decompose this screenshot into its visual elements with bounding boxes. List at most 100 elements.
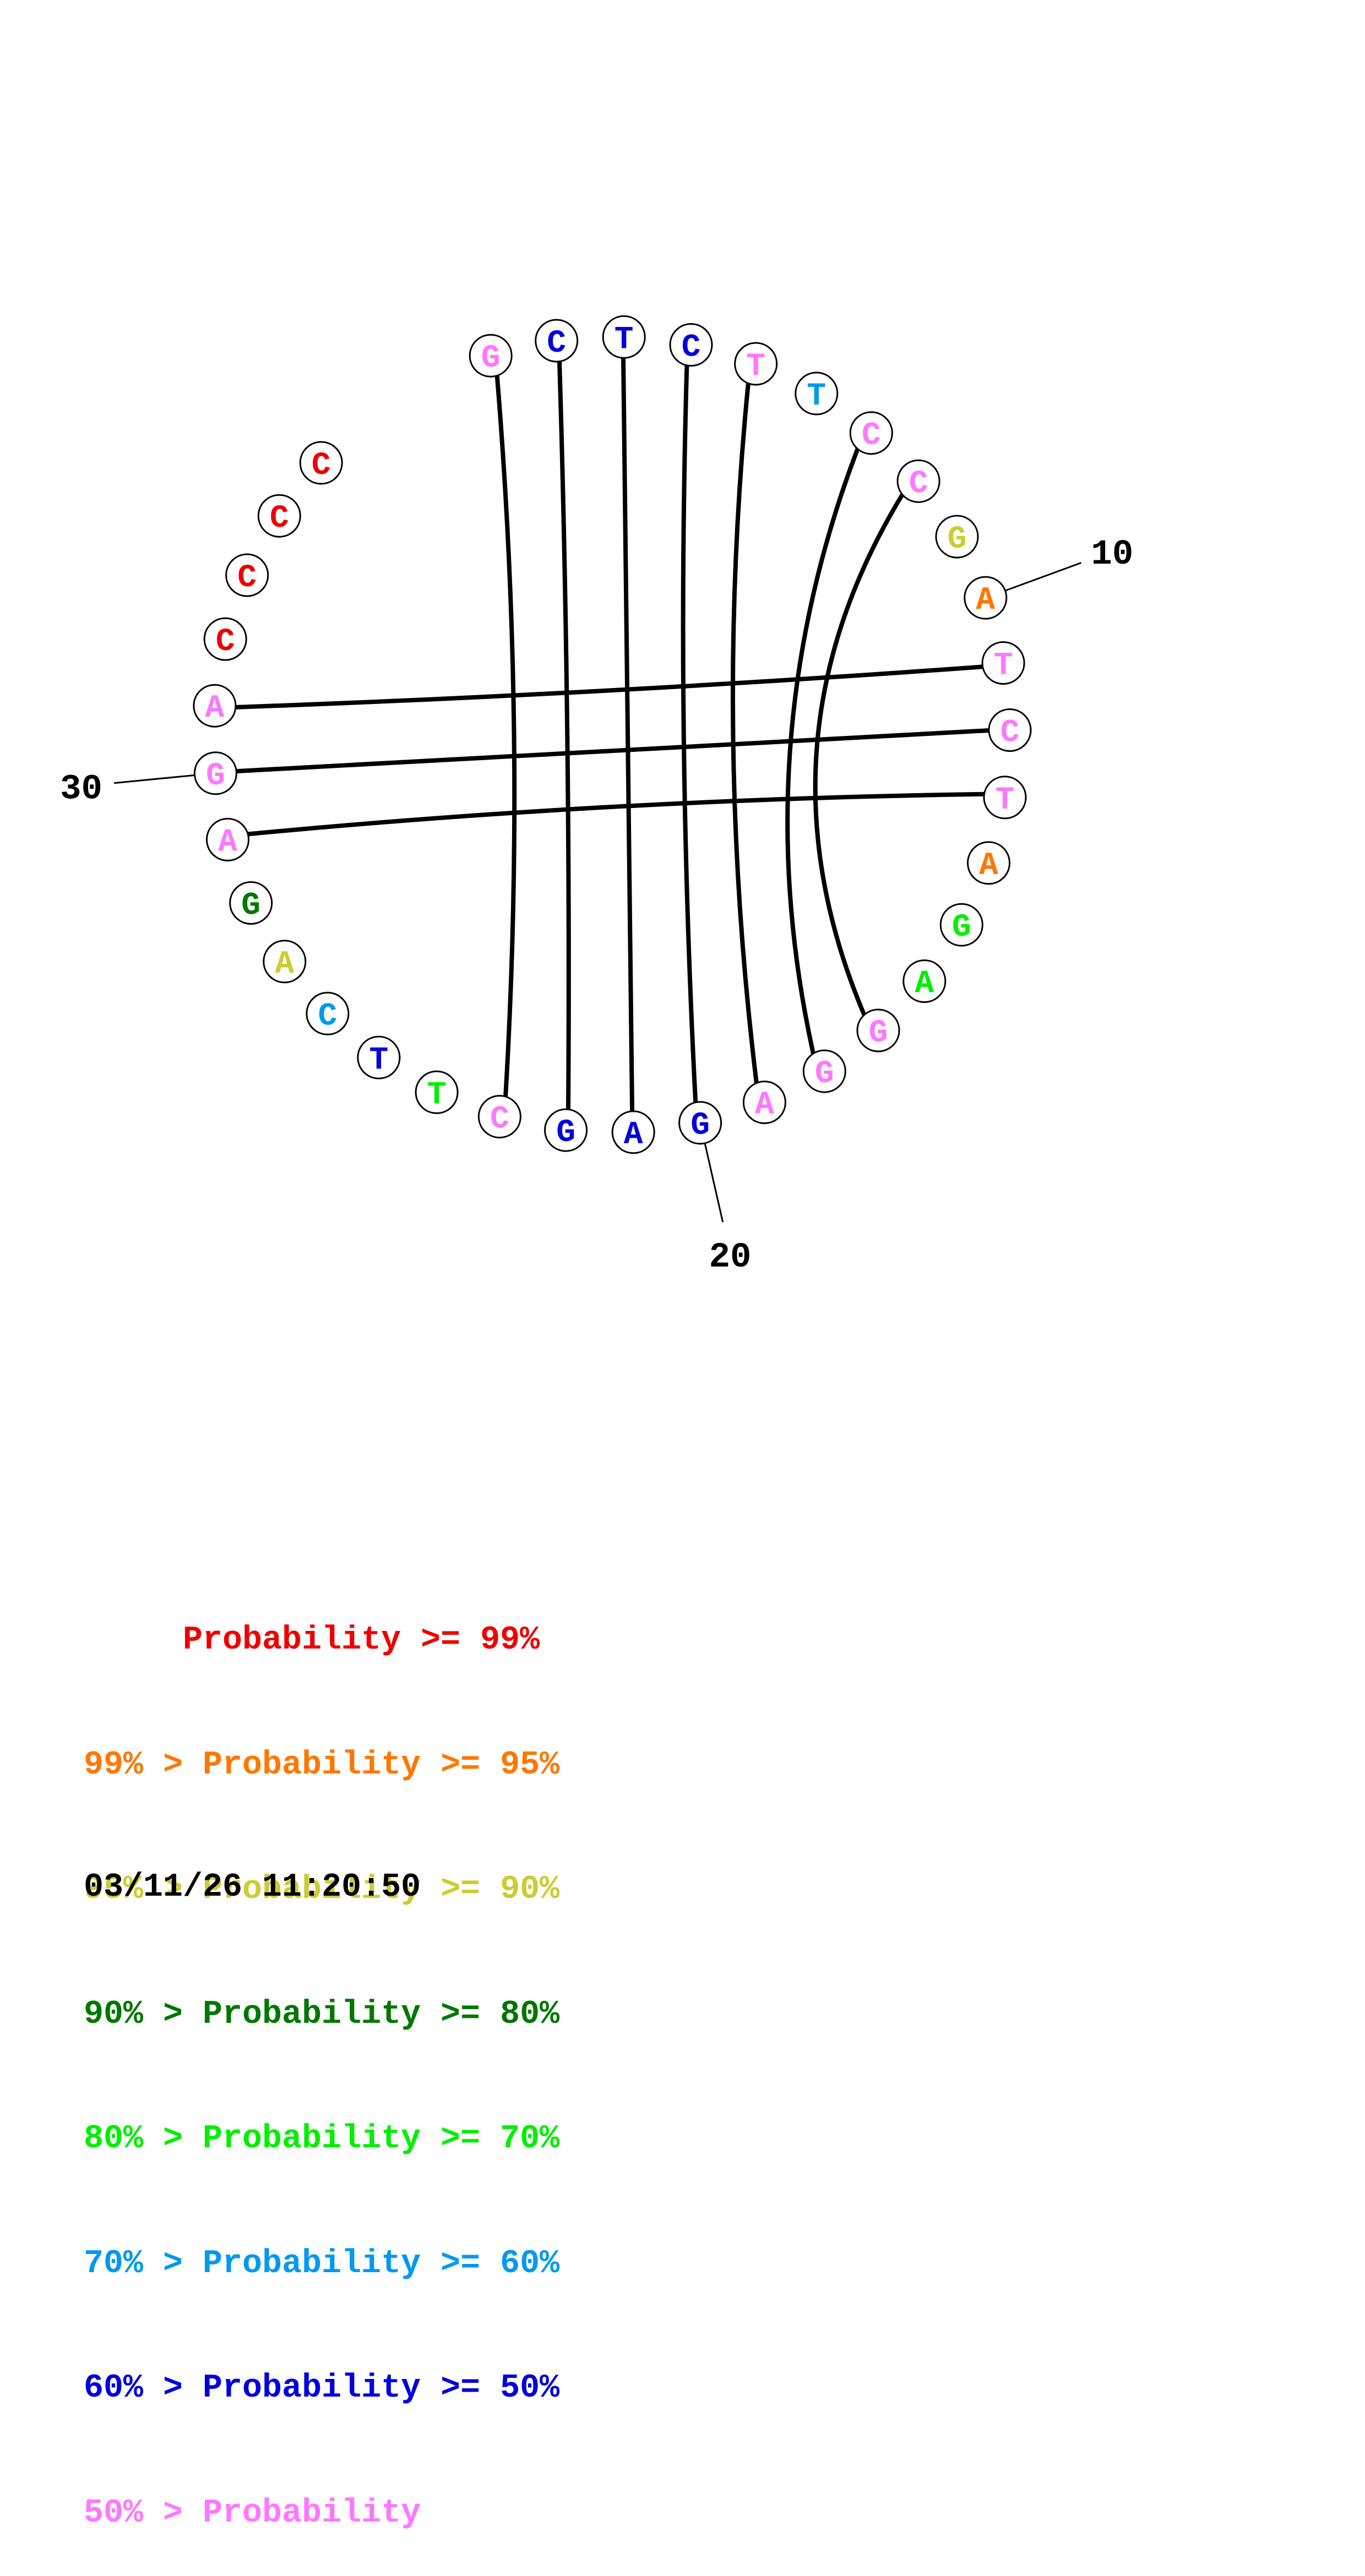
nucleotide-circle bbox=[795, 372, 839, 416]
nucleotide-circle bbox=[203, 617, 247, 661]
base-pair-arc bbox=[247, 792, 985, 837]
nucleotide: G bbox=[856, 1008, 900, 1052]
nucleotide-base: A bbox=[275, 947, 294, 983]
nucleotide-circle bbox=[981, 641, 1025, 685]
base-pair-arc bbox=[621, 358, 635, 1112]
nucleotide: G bbox=[802, 1049, 846, 1093]
nucleotide: G bbox=[544, 1108, 588, 1152]
nucleotide: C bbox=[535, 319, 579, 363]
nucleotide: A bbox=[206, 817, 249, 861]
probability-legend: Probability >= 99% 99% > Probability >= … bbox=[84, 1537, 559, 2576]
base-pair-arc bbox=[730, 383, 759, 1084]
nucleotide: A bbox=[742, 1080, 786, 1125]
nucleotide-circle bbox=[742, 1080, 786, 1125]
legend-row: 90% > Probability >= 80% bbox=[84, 1995, 560, 2033]
nucleotide-circle bbox=[229, 881, 273, 925]
nucleotide-base: C bbox=[270, 501, 289, 537]
nucleotide-circle bbox=[935, 515, 979, 559]
nucleotide: G bbox=[193, 751, 237, 795]
nucleotide: T bbox=[734, 342, 778, 386]
nucleotide: C bbox=[669, 323, 713, 367]
nucleotide-base: G bbox=[206, 758, 225, 794]
nucleotide-base: G bbox=[481, 341, 501, 376]
nucleotide-circle bbox=[983, 776, 1027, 820]
nucleotide-base: G bbox=[952, 910, 971, 946]
nucleotide-base: T bbox=[614, 322, 634, 358]
nucleotide-circle bbox=[669, 323, 713, 367]
nucleotide-base: G bbox=[948, 522, 967, 558]
nucleotide: T bbox=[795, 372, 839, 416]
nucleotide: C bbox=[896, 459, 940, 503]
nucleotide-circle bbox=[225, 553, 269, 597]
nucleotide-base: A bbox=[979, 848, 998, 884]
nucleotide-circle bbox=[206, 817, 249, 861]
nucleotide: C bbox=[849, 411, 893, 455]
nucleotide-circle bbox=[477, 1095, 521, 1139]
nucleotide-base: A bbox=[624, 1117, 643, 1153]
legend-row: 60% > Probability >= 50% bbox=[84, 2370, 560, 2407]
nucleotide: G bbox=[935, 515, 979, 559]
nucleotide-base: T bbox=[994, 648, 1013, 684]
nucleotide-circle bbox=[544, 1108, 588, 1152]
nucleotide-base: C bbox=[216, 624, 235, 660]
nucleotide: T bbox=[357, 1035, 401, 1079]
nucleotide-circle bbox=[263, 940, 307, 984]
legend-row: Probability >= 99% bbox=[84, 1622, 540, 1659]
legend-row: 80% > Probability >= 70% bbox=[84, 2120, 560, 2158]
nucleotide-base: T bbox=[996, 783, 1015, 818]
nucleotide-base: C bbox=[490, 1102, 509, 1138]
nucleotide-circle bbox=[967, 841, 1010, 885]
base-pair-arc bbox=[813, 493, 905, 1016]
nucleotide-circle bbox=[611, 1110, 655, 1154]
nucleotide-base: C bbox=[547, 326, 566, 362]
nucleotide-base: G bbox=[869, 1016, 888, 1051]
nucleotide-base: C bbox=[682, 330, 701, 366]
nucleotide-circle bbox=[988, 708, 1032, 752]
nucleotide-circle bbox=[902, 959, 947, 1003]
nucleotide-circle bbox=[415, 1070, 459, 1114]
position-tick bbox=[704, 1143, 724, 1222]
nucleotide: C bbox=[203, 617, 247, 661]
nucleotide: G bbox=[939, 903, 983, 947]
nucleotide: G bbox=[469, 334, 513, 378]
nucleotide-base: C bbox=[318, 998, 337, 1034]
nucleotide: A bbox=[967, 841, 1010, 885]
nucleotide: G bbox=[229, 881, 273, 925]
nucleotide-base: C bbox=[237, 560, 257, 596]
nucleotide: T bbox=[415, 1070, 459, 1114]
nucleotide: T bbox=[983, 776, 1027, 820]
nucleotide-circle bbox=[856, 1008, 900, 1052]
nucleotide-circle bbox=[896, 459, 940, 503]
base-pair-arcs bbox=[235, 358, 989, 1112]
nucleotide-base: G bbox=[690, 1108, 710, 1144]
base-pair-arc bbox=[235, 664, 983, 710]
nucleotide: T bbox=[602, 315, 646, 359]
nucleotide-base: G bbox=[556, 1115, 575, 1151]
nucleotide-base: G bbox=[815, 1056, 834, 1092]
nucleotide: C bbox=[225, 553, 269, 597]
nucleotide-circle bbox=[939, 903, 983, 947]
nucleotide-base: C bbox=[862, 418, 881, 454]
nucleotide-base: A bbox=[915, 967, 934, 1002]
nucleotide-base: A bbox=[755, 1088, 774, 1123]
legend-row: 99% > Probability >= 95% bbox=[84, 1746, 560, 1784]
legend-row: 95% > Probability >= 90% bbox=[84, 1871, 560, 1908]
base-pair-arc bbox=[557, 361, 571, 1110]
nucleotide-circle bbox=[193, 751, 237, 795]
nucleotide-circle bbox=[849, 411, 893, 455]
base-pair-arc bbox=[494, 375, 517, 1097]
nucleotide-circle bbox=[469, 334, 513, 378]
nucleotide-base: T bbox=[427, 1077, 447, 1113]
nucleotide-circle bbox=[299, 441, 343, 485]
nucleotide-circle bbox=[678, 1101, 722, 1145]
base-pair-arc bbox=[785, 448, 860, 1054]
nucleotide-circle bbox=[193, 684, 237, 728]
nucleotide-base: A bbox=[205, 691, 224, 727]
base-pair-arc bbox=[236, 728, 989, 774]
nucleotide: A bbox=[193, 684, 237, 728]
nucleotide-base: A bbox=[976, 583, 995, 619]
legend-row: 50% > Probability bbox=[84, 2494, 421, 2532]
base-pair-arc bbox=[681, 365, 698, 1103]
